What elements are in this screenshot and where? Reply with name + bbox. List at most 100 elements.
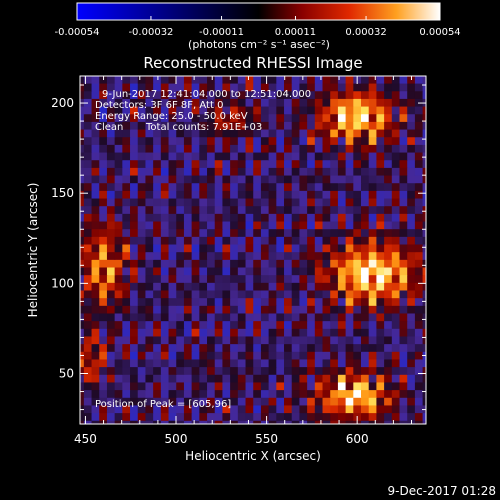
heatmap-cell xyxy=(222,374,231,383)
heatmap-cell xyxy=(168,205,177,214)
heatmap-cell xyxy=(83,213,93,222)
heatmap-cell xyxy=(376,167,385,176)
heatmap-cell xyxy=(199,76,208,84)
heatmap-cell xyxy=(183,113,193,122)
heatmap-cell xyxy=(214,251,224,260)
heatmap-cell xyxy=(391,159,401,168)
heatmap-cell xyxy=(299,76,308,84)
heatmap-cell xyxy=(330,328,339,337)
heatmap-cell xyxy=(368,174,378,184)
heatmap-cell xyxy=(207,420,216,424)
heatmap-cell xyxy=(399,305,408,314)
heatmap-cell xyxy=(284,167,293,176)
heatmap-cell xyxy=(353,251,362,260)
heatmap-cell xyxy=(230,251,239,260)
heatmap-cell xyxy=(422,389,426,398)
heatmap-cell xyxy=(399,236,408,245)
heatmap-cell xyxy=(391,167,401,176)
heatmap-cell xyxy=(291,197,301,207)
heatmap-cell xyxy=(80,389,85,398)
heatmap-cell xyxy=(245,312,254,322)
heatmap-cell xyxy=(322,412,331,421)
heatmap-cell xyxy=(368,213,378,222)
heatmap-cell xyxy=(237,243,247,253)
heatmap-cell xyxy=(114,82,123,92)
heatmap-cell xyxy=(91,190,100,199)
heatmap-cell xyxy=(183,197,193,207)
heatmap-cell xyxy=(122,243,131,253)
heatmap-cell xyxy=(168,220,177,230)
heatmap-cell xyxy=(106,82,116,92)
heatmap-cell xyxy=(176,389,185,398)
heatmap-cell xyxy=(237,297,247,306)
heatmap-cell xyxy=(299,90,308,99)
heatmap-cell xyxy=(214,297,224,306)
heatmap-cell xyxy=(145,220,154,230)
heatmap-cell xyxy=(330,105,339,115)
heatmap-cell xyxy=(337,121,347,130)
heatmap-cell xyxy=(214,389,224,398)
heatmap-cell xyxy=(353,305,362,314)
heatmap-cell xyxy=(168,320,177,329)
heatmap-cell xyxy=(83,305,93,314)
heatmap-cell xyxy=(91,397,100,406)
heatmap-cell xyxy=(106,251,116,260)
heatmap-cell xyxy=(230,366,239,375)
heatmap-cell xyxy=(222,121,231,130)
heatmap-cell xyxy=(237,128,247,138)
heatmap-cell xyxy=(276,236,285,245)
heatmap-cell xyxy=(368,144,378,153)
heatmap-cell xyxy=(122,182,131,191)
heatmap-cell xyxy=(253,128,262,138)
heatmap-cell xyxy=(114,174,123,184)
heatmap-cell xyxy=(260,381,270,391)
heatmap-cell xyxy=(260,98,270,107)
heatmap-cell xyxy=(291,274,301,283)
heatmap-cell xyxy=(345,144,354,153)
heatmap-cell xyxy=(253,205,262,214)
heatmap-cell xyxy=(191,251,200,260)
heatmap-cell xyxy=(176,236,185,245)
heatmap-cell xyxy=(153,381,162,391)
heatmap-cell xyxy=(307,297,316,306)
heatmap-cell xyxy=(145,98,154,107)
heatmap-cell xyxy=(314,121,324,130)
heatmap-cell xyxy=(276,167,285,176)
x-tick-label: 500 xyxy=(165,432,188,446)
heatmap-cell xyxy=(106,128,116,138)
heatmap-cell xyxy=(183,335,193,345)
heatmap-cell xyxy=(168,251,177,260)
heatmap-cell xyxy=(83,381,93,391)
heatmap-cell xyxy=(253,243,262,253)
heatmap-cell xyxy=(207,328,216,337)
heatmap-cell xyxy=(414,113,424,122)
heatmap-cell xyxy=(230,167,239,176)
heatmap-cell xyxy=(276,404,285,414)
heatmap-cell xyxy=(399,343,408,352)
annotation-energy-range: Energy Range: 25.0 - 50.0 keV xyxy=(95,111,248,122)
heatmap-cell xyxy=(268,236,277,245)
heatmap-cell xyxy=(222,289,231,299)
heatmap-cell xyxy=(307,366,316,375)
heatmap-cell xyxy=(222,312,231,322)
heatmap-cell xyxy=(130,105,139,115)
heatmap-cell xyxy=(183,366,193,375)
heatmap-cell xyxy=(114,366,123,375)
heatmap-cell xyxy=(253,151,262,161)
heatmap-cell xyxy=(384,228,393,237)
heatmap-cell xyxy=(237,412,247,421)
heatmap-cell xyxy=(122,236,131,245)
heatmap-cell xyxy=(214,335,224,345)
heatmap-cell xyxy=(176,76,185,84)
heatmap-cell xyxy=(83,90,93,99)
heatmap-cell xyxy=(114,98,123,107)
heatmap-cell xyxy=(284,420,293,424)
heatmap-cell xyxy=(176,397,185,406)
heatmap-cell xyxy=(391,174,401,184)
heatmap-cell xyxy=(214,381,224,391)
heatmap-cell xyxy=(414,159,424,168)
heatmap-cell xyxy=(80,412,85,421)
heatmap-cell xyxy=(376,228,385,237)
heatmap-cell xyxy=(260,159,270,168)
